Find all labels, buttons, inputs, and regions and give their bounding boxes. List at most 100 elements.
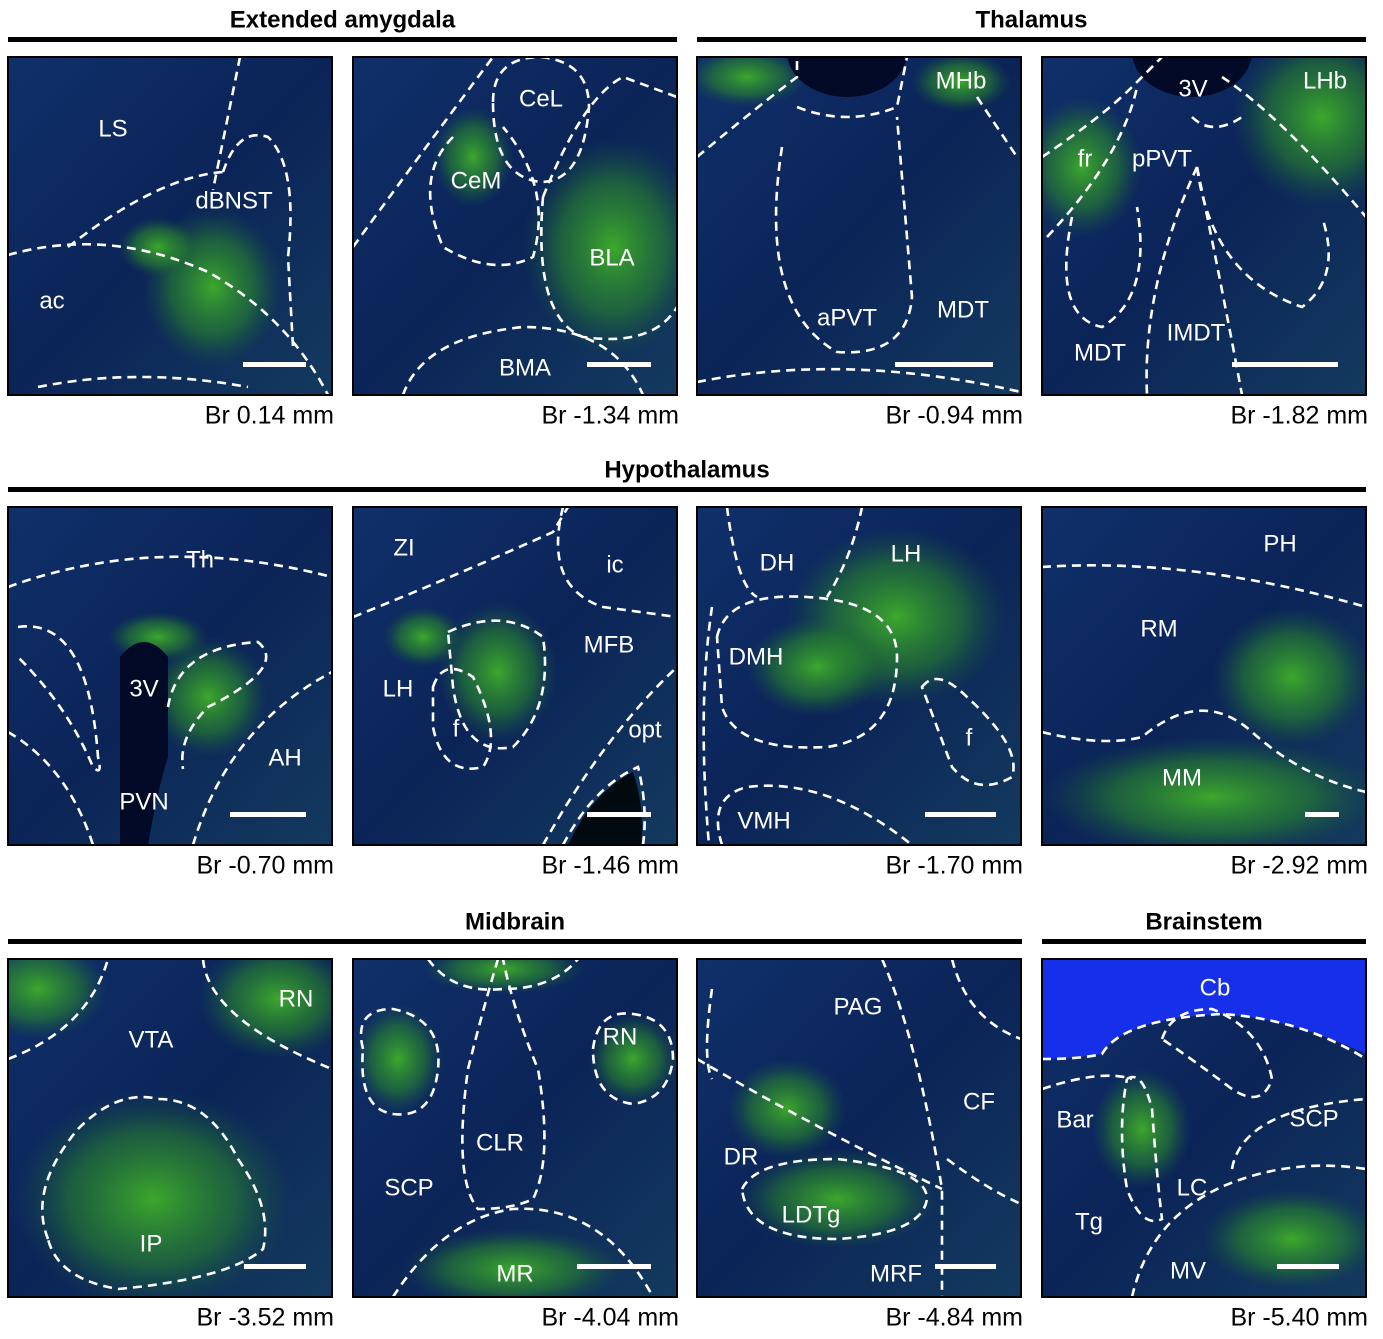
section-rule bbox=[8, 37, 677, 42]
region-label: CF bbox=[963, 1088, 995, 1115]
region-label: PH bbox=[1263, 530, 1296, 557]
region-label: ZI bbox=[393, 534, 414, 561]
bregma-caption: Br -4.04 mm bbox=[541, 1304, 679, 1332]
region-label: 3V bbox=[129, 675, 158, 702]
fluorescence bbox=[1212, 607, 1372, 747]
region-label: PAG bbox=[834, 993, 883, 1020]
region-label: BLA bbox=[589, 244, 634, 271]
scale-bar bbox=[1277, 1264, 1339, 1269]
bregma-caption: Br -2.92 mm bbox=[1230, 852, 1368, 880]
micrograph-panel: DHLHDMHfVMHBr -1.70 mm bbox=[697, 507, 1023, 880]
scale-bar bbox=[1232, 362, 1338, 367]
micrograph-panel: Th 3V AH PVN Br -0.70 mm bbox=[8, 507, 334, 880]
fluorescence bbox=[353, 1004, 443, 1114]
region-label: VMH bbox=[737, 807, 790, 834]
bregma-caption: Br -3.52 mm bbox=[196, 1304, 334, 1332]
region-label: DR bbox=[724, 1143, 759, 1170]
region-label: Bar bbox=[1056, 1106, 1093, 1133]
section-title: Brainstem bbox=[1145, 908, 1262, 935]
scale-bar bbox=[1305, 812, 1339, 817]
region-label: MR bbox=[496, 1260, 533, 1287]
region-label: IP bbox=[140, 1230, 163, 1257]
region-label: PVN bbox=[119, 788, 168, 815]
region-label: MM bbox=[1162, 764, 1202, 791]
region-label: BMA bbox=[499, 354, 551, 381]
region-label: DMH bbox=[729, 643, 784, 670]
region-label: 3V bbox=[1178, 75, 1207, 102]
scale-bar bbox=[587, 362, 651, 367]
region-label: MRF bbox=[870, 1260, 922, 1287]
bregma-caption: Br -1.46 mm bbox=[541, 852, 679, 880]
micrograph-panel: CbSCPBarLCTgMVBr -5.40 mm bbox=[1042, 959, 1382, 1332]
region-label: Th bbox=[186, 546, 214, 573]
bregma-caption: Br -4.84 mm bbox=[885, 1304, 1023, 1332]
region-label: f bbox=[966, 724, 973, 751]
region-label: IMDT bbox=[1167, 319, 1226, 346]
micrograph-panel: PH RM MM Br -2.92 mm bbox=[1042, 507, 1382, 880]
micrograph-panel: RN CLR SCP MR Br -4.04 mm bbox=[353, 944, 679, 1332]
bregma-caption: Br -0.70 mm bbox=[196, 852, 334, 880]
image bbox=[697, 507, 1021, 845]
region-label: CLR bbox=[476, 1129, 524, 1156]
bregma-caption: Br -5.40 mm bbox=[1230, 1304, 1368, 1332]
region-label: opt bbox=[628, 716, 662, 743]
bregma-caption: Br -0.94 mm bbox=[885, 402, 1023, 430]
section-rule bbox=[8, 487, 1366, 492]
region-label: SCP bbox=[384, 1174, 433, 1201]
region-label: Cb bbox=[1200, 974, 1231, 1001]
scale-bar bbox=[243, 362, 306, 367]
region-label: MV bbox=[1170, 1257, 1206, 1284]
image bbox=[8, 57, 332, 395]
image bbox=[8, 507, 332, 845]
page: {"sections": ["Extended amygdala", "Thal… bbox=[0, 0, 1383, 1334]
section-title: Extended amygdala bbox=[230, 6, 456, 33]
region-label: fr bbox=[1078, 145, 1093, 172]
section-title: Hypothalamus bbox=[604, 456, 769, 483]
region-label: LDTg bbox=[782, 1201, 841, 1228]
micrograph-panel: LSdBNSTacBr 0.14 mm bbox=[8, 57, 334, 430]
section-rule bbox=[8, 939, 1022, 944]
figure: Extended amygdalaThalamusHypothalamusMid… bbox=[0, 0, 1383, 1334]
region-label: RN bbox=[279, 985, 314, 1012]
region-label: LH bbox=[891, 540, 922, 567]
scale-bar bbox=[935, 1264, 996, 1269]
ventricle bbox=[787, 7, 907, 97]
scale-bar bbox=[577, 1264, 651, 1269]
scale-bar bbox=[895, 362, 993, 367]
image bbox=[687, 7, 1021, 395]
bregma-caption: Br -1.82 mm bbox=[1230, 402, 1368, 430]
section-title: Midbrain bbox=[465, 908, 565, 935]
region-label: MFB bbox=[584, 631, 635, 658]
region-label: DH bbox=[760, 549, 795, 576]
fluorescence bbox=[1042, 737, 1382, 857]
fluorescence bbox=[737, 1149, 937, 1249]
region-label: CeM bbox=[451, 167, 502, 194]
region-label: MHb bbox=[936, 67, 987, 94]
region-label: LS bbox=[98, 115, 127, 142]
fluorescence bbox=[423, 944, 583, 994]
scale-bar bbox=[244, 1264, 306, 1269]
region-label: VTA bbox=[129, 1026, 174, 1053]
region-label: CeL bbox=[519, 85, 563, 112]
image bbox=[1042, 507, 1382, 857]
micrograph-panel: RN VTA IP Br -3.52 mm bbox=[0, 939, 358, 1332]
region-label: RM bbox=[1140, 615, 1177, 642]
region-label: pPVT bbox=[1132, 145, 1192, 172]
region-label: ic bbox=[606, 551, 623, 578]
fluorescence bbox=[1202, 1189, 1382, 1289]
scale-bar bbox=[230, 812, 306, 817]
region-label: SCP bbox=[1289, 1105, 1338, 1132]
region-label: aPVT bbox=[817, 304, 877, 331]
region-label: MDT bbox=[1074, 339, 1126, 366]
scale-bar bbox=[587, 812, 651, 817]
bregma-caption: Br 0.14 mm bbox=[205, 402, 334, 430]
region-label: AH bbox=[268, 744, 301, 771]
section-rule bbox=[697, 37, 1366, 42]
region-label: LH bbox=[383, 675, 414, 702]
scale-bar bbox=[925, 812, 996, 817]
region-label: RN bbox=[603, 1023, 638, 1050]
region-label: ac bbox=[39, 287, 64, 314]
image bbox=[353, 944, 678, 1309]
